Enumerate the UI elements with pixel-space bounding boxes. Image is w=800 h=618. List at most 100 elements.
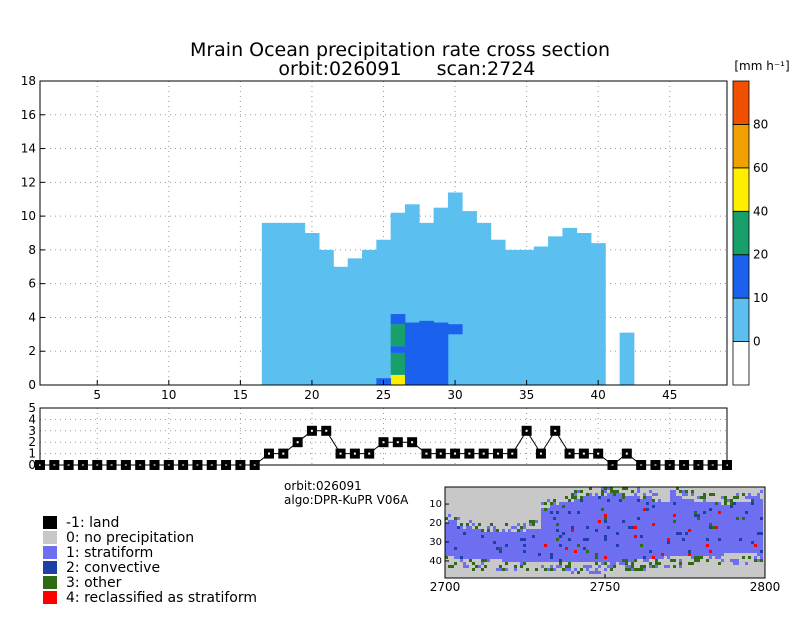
swath-pixel (640, 508, 643, 511)
swath-pixel (565, 538, 568, 541)
swath-pixel (670, 505, 673, 508)
swath-pixel (673, 550, 676, 553)
swath-pixel (673, 535, 676, 538)
swath-pixel (520, 526, 523, 529)
y-tick-label: 18 (21, 74, 36, 88)
swath-pixel (562, 502, 565, 505)
swath-pixel (451, 538, 454, 541)
swath-pixel (706, 538, 709, 541)
swath-pixel (739, 523, 742, 526)
swath-pixel (721, 535, 724, 538)
swath-pixel (700, 544, 703, 547)
swath-pixel (595, 553, 598, 556)
swath-pixel (595, 532, 598, 535)
swath-pixel (643, 547, 646, 550)
swath-pixel (469, 541, 472, 544)
swath-pixel (598, 514, 601, 517)
swath-pixel (745, 532, 748, 535)
swath-pixel (469, 532, 472, 535)
swath-pixel (643, 514, 646, 517)
swath-pixel (634, 568, 637, 571)
swath-pixel (634, 526, 637, 529)
swath-pixel (748, 532, 751, 535)
swath-pixel (622, 541, 625, 544)
echo-column (462, 211, 477, 385)
swath-pixel (580, 529, 583, 532)
swath-pixel (715, 532, 718, 535)
swath-pixel (718, 538, 721, 541)
swath-pixel (508, 547, 511, 550)
swath-pixel (553, 526, 556, 529)
swath-pixel (574, 502, 577, 505)
swath-pixel (709, 523, 712, 526)
swath-pixel (604, 556, 607, 559)
swath-pixel (481, 550, 484, 553)
swath-pixel (682, 526, 685, 529)
swath-pixel (544, 526, 547, 529)
swath-pixel (580, 541, 583, 544)
swath-pixel (742, 532, 745, 535)
swath-pixel (652, 505, 655, 508)
swath-pixel (544, 547, 547, 550)
swath-pixel (577, 508, 580, 511)
type-marker-dot (382, 441, 385, 444)
swath-pixel (463, 544, 466, 547)
legend-label: 1: stratiform (66, 545, 153, 561)
swath-pixel (589, 517, 592, 520)
swath-pixel (607, 508, 610, 511)
swath-pixel (589, 511, 592, 514)
swath-pixel (592, 529, 595, 532)
swath-pixel (466, 529, 469, 532)
swath-pixel (574, 553, 577, 556)
swath-pixel (736, 559, 739, 562)
swath-pixel (688, 502, 691, 505)
swath-pixel (703, 499, 706, 502)
swath-pixel (667, 547, 670, 550)
swath-pixel (490, 535, 493, 538)
swath-pixel (619, 520, 622, 523)
swath-pixel (622, 562, 625, 565)
swath-pixel (748, 508, 751, 511)
swath-pixel (556, 556, 559, 559)
swath-pixel (457, 553, 460, 556)
swath-pixel (577, 520, 580, 523)
swath-pixel (598, 553, 601, 556)
swath-pixel (466, 523, 469, 526)
swath-pixel (694, 553, 697, 556)
swath-pixel (703, 514, 706, 517)
swath-pixel (466, 541, 469, 544)
swath-pixel (682, 535, 685, 538)
colorbar-label: 0 (753, 335, 761, 349)
swath-pixel (652, 565, 655, 568)
swath-pixel (610, 493, 613, 496)
colorbar-label: 80 (753, 117, 768, 131)
swath-pixel (700, 532, 703, 535)
swath-pixel (649, 541, 652, 544)
swath-pixel (730, 505, 733, 508)
swath-pixel (724, 526, 727, 529)
swath-pixel (679, 562, 682, 565)
swath-pixel (607, 511, 610, 514)
swath-pixel (541, 553, 544, 556)
swath-pixel (601, 505, 604, 508)
swath-pixel (736, 511, 739, 514)
swath-pixel (601, 490, 604, 493)
swath-pixel (703, 502, 706, 505)
swath-pixel (568, 547, 571, 550)
swath-pixel (682, 514, 685, 517)
swath-pixel (676, 502, 679, 505)
swath-pixel (670, 538, 673, 541)
swath-pixel (568, 544, 571, 547)
swath-pixel (553, 529, 556, 532)
swath-pixel (613, 526, 616, 529)
swath-pixel (511, 532, 514, 535)
swath-pixel (748, 541, 751, 544)
swath-pixel (580, 550, 583, 553)
swath-pixel (700, 517, 703, 520)
swath-pixel (595, 517, 598, 520)
swath-pixel (463, 556, 466, 559)
swath-pixel (505, 541, 508, 544)
swath-pixel (592, 514, 595, 517)
swath-pixel (640, 553, 643, 556)
swath-pixel (451, 520, 454, 523)
